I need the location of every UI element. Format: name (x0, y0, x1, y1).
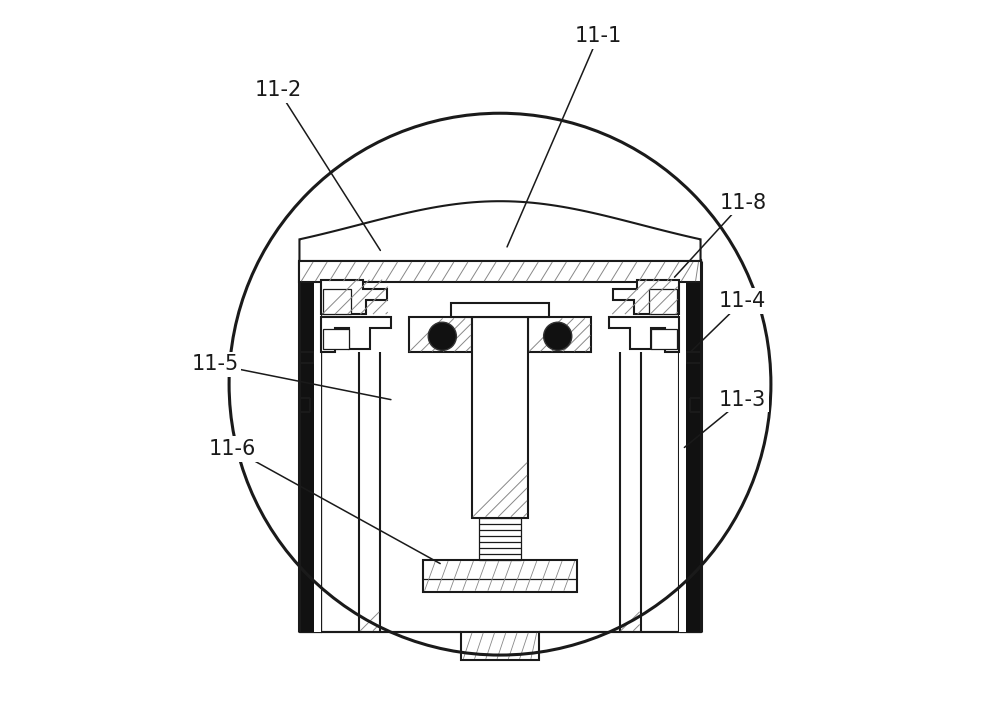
Bar (472, 318, 528, 518)
Text: 11-8: 11-8 (719, 193, 766, 213)
Bar (461, 632, 539, 660)
Text: 11-4: 11-4 (719, 291, 766, 311)
Polygon shape (409, 318, 472, 352)
Text: 11-3: 11-3 (719, 389, 766, 409)
Polygon shape (321, 280, 387, 314)
Bar (651, 329, 677, 349)
Bar (649, 289, 677, 314)
Text: 11-5: 11-5 (191, 355, 239, 375)
Polygon shape (299, 201, 701, 261)
Bar (323, 329, 349, 349)
Polygon shape (528, 318, 591, 352)
Text: 11-1: 11-1 (575, 26, 622, 46)
Polygon shape (609, 318, 679, 352)
Polygon shape (321, 318, 391, 352)
Bar (314, 259, 321, 632)
Bar (299, 259, 321, 632)
Text: 11-2: 11-2 (255, 80, 302, 100)
Bar (423, 560, 577, 592)
Text: 11-6: 11-6 (209, 439, 256, 459)
Circle shape (428, 323, 456, 350)
Polygon shape (613, 280, 679, 314)
Bar (323, 289, 351, 314)
Bar (299, 261, 701, 282)
Circle shape (544, 323, 572, 350)
Circle shape (229, 113, 771, 655)
Bar (679, 259, 686, 632)
Bar (679, 259, 701, 632)
Bar (451, 303, 549, 318)
